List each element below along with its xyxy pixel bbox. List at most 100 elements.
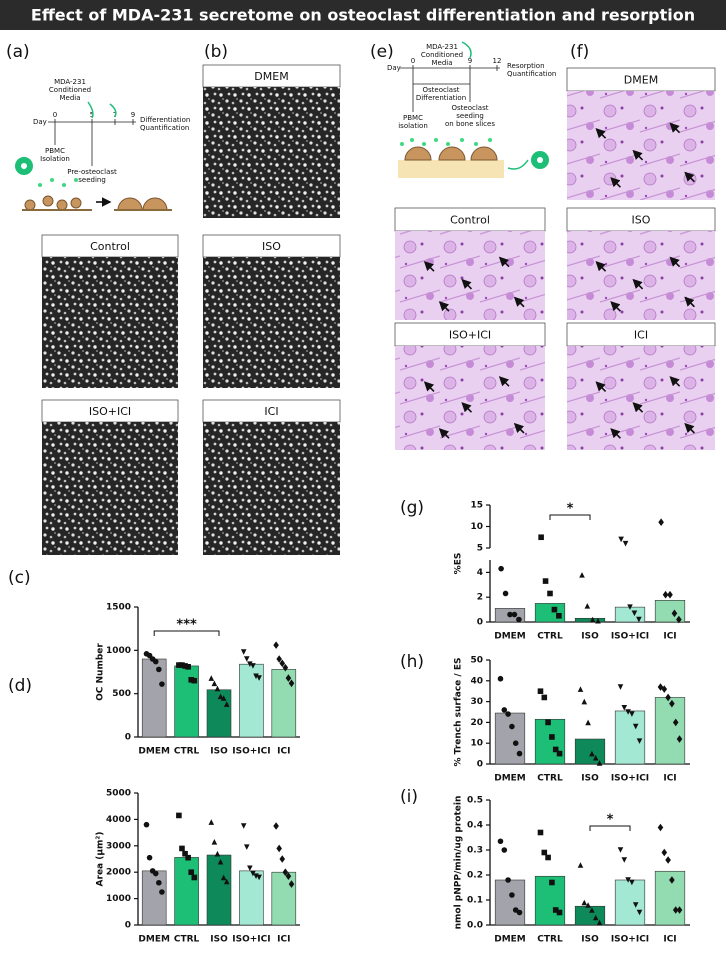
arrow [423,381,435,392]
y-tick-label: 2 [477,593,483,603]
image-label: Control [450,214,490,227]
image-label: DMEM [254,70,288,83]
data-point [556,613,562,619]
y-tick-label: 0.5 [467,796,483,806]
data-point [208,675,215,681]
data-point [217,858,224,865]
data-point [669,876,675,884]
diagram-text: Conditioned [421,51,463,59]
data-point [596,919,603,926]
data-point [671,609,678,618]
diagram-text: Quantification [140,124,189,132]
data-point [217,693,224,700]
y-tick-label: 0 [477,760,483,770]
data-point [537,688,544,694]
data-point [276,844,282,853]
diagram-text: 5 [90,111,94,119]
arrow [438,428,450,439]
data-point [191,677,198,684]
diagram-text: PBMC [403,114,423,122]
data-point [636,909,643,916]
data-point [667,590,673,599]
significance-bracket [549,514,591,520]
diagram-text: seeding [456,112,484,120]
y-axis-label: nmol pNPP/min/ug protein [454,796,464,930]
data-point [549,734,555,740]
x-tick-label: ISO [581,632,599,642]
arrow [423,261,435,272]
y-axis-label: %ES [454,553,464,575]
data-point [273,822,279,830]
data-point [551,606,558,613]
data-point [621,705,628,711]
arrow [610,301,621,312]
data-point [505,711,511,717]
data-point [256,675,262,681]
significance-label: * [607,813,614,828]
data-point [214,850,221,857]
y-tick-label: 1000 [106,646,131,656]
bar [141,870,167,926]
panel-label: (e) [370,42,394,62]
bar [174,857,199,926]
arrow [595,128,607,139]
data-point [159,681,165,687]
data-point [592,754,599,761]
y-axis-label: OC Number [96,643,106,701]
x-tick-label: ISO+ICI [611,935,649,945]
diagram-text: 0 [411,57,415,65]
data-point [211,839,218,845]
cell-dot [62,183,66,187]
data-point [538,534,544,541]
cell-dot [410,138,414,142]
data-point [188,869,195,875]
media-arrow [109,103,117,118]
data-point [636,616,642,623]
diagram-text: MDA-231 [54,78,86,86]
data-point [676,735,683,743]
data-point [542,578,549,584]
y-tick-label: 5000 [106,789,131,799]
data-point [622,540,629,547]
data-point [581,899,588,906]
data-point [501,707,508,713]
data-point [497,675,504,682]
micrograph [203,257,340,388]
osteoclast [470,146,498,161]
data-point [501,847,508,853]
media-arrow [461,41,472,59]
data-point [657,683,664,691]
x-tick-label: DMEM [494,774,526,784]
y-tick-label: 4 [477,568,483,578]
data-point [585,719,591,726]
data-point [636,738,643,744]
data-point [577,862,584,868]
panel-label: (c) [8,568,31,588]
x-tick-label: ISO+ICI [232,747,270,757]
image-label: ISO [632,214,651,227]
y-tick-label: 1000 [106,894,131,904]
data-point [596,760,603,766]
diagram-text: PBMC [45,147,65,155]
arrow [610,177,621,188]
data-point [669,699,675,708]
diagram-text: Media [431,59,452,67]
arrow [438,301,450,312]
data-point [595,617,601,624]
diagram-text: isolation [398,122,428,130]
data-point [220,874,227,881]
cell-icon [21,163,27,169]
bar [239,870,264,926]
y-axis-label: Area (μm²) [96,832,106,887]
figure-title: Effect of MDA-231 secretome on osteoclas… [31,6,695,25]
data-point [282,663,289,672]
panel-label: (i) [400,787,418,807]
data-point [279,855,286,863]
arrow [669,376,681,387]
data-point [589,907,595,913]
data-point [516,909,523,916]
diagram-text: seeding [78,176,106,184]
data-point [509,723,515,730]
image-label: ISO [262,240,281,253]
bar [574,738,606,765]
